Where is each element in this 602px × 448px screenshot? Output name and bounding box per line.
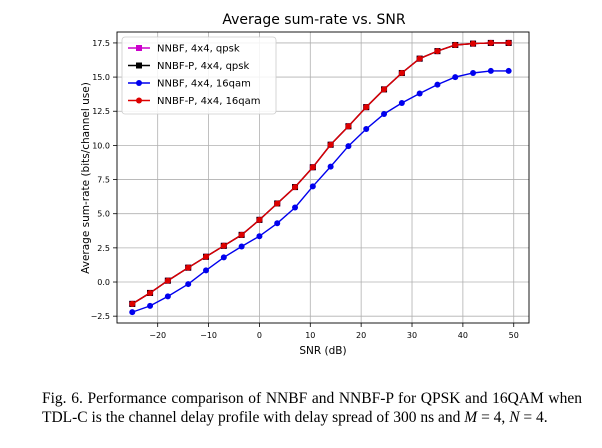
legend-label: NNBF-P, 4x4, qpsk: [157, 61, 249, 72]
legend-marker: [136, 45, 142, 51]
data-point: [238, 243, 245, 250]
series-group: [129, 39, 512, 316]
chart-title: Average sum-rate vs. SNR: [222, 12, 406, 28]
data-point: [256, 216, 263, 223]
legend-item: NNBF, 4x4, qpsk: [128, 44, 240, 55]
data-point: [487, 67, 494, 74]
data-point: [345, 143, 352, 150]
plot-frame: [116, 31, 530, 324]
legend-item: NNBF, 4x4, 16qam: [128, 79, 251, 90]
data-point: [164, 277, 171, 284]
data-point: [345, 123, 352, 130]
data-point: [164, 293, 171, 300]
data-point: [470, 69, 477, 76]
legend-label: NNBF, 4x4, 16qam: [157, 79, 251, 90]
data-point: [220, 254, 227, 261]
x-tick-label: 40: [458, 331, 468, 340]
data-point: [309, 183, 316, 190]
data-point: [256, 233, 263, 240]
grid: [117, 32, 529, 323]
y-tick-label: 7.5: [97, 176, 110, 185]
series-line: [131, 42, 509, 305]
caption-prefix: Fig. 6.: [42, 390, 83, 407]
data-point: [381, 86, 388, 93]
legend-marker: [136, 80, 142, 86]
legend-label: NNBF, 4x4, qpsk: [157, 44, 240, 55]
x-tick-label: 50: [509, 331, 519, 340]
caption-line-3b: = 4,: [477, 409, 510, 426]
legend-label: NNBF-P, 4x4, 16qam: [157, 96, 261, 107]
y-tick-label: 10.0: [92, 141, 110, 150]
legend-item: NNBF-P, 4x4, 16qam: [128, 96, 261, 107]
data-point: [505, 39, 512, 46]
data-point: [238, 231, 245, 238]
data-point: [203, 253, 210, 260]
data-point: [452, 41, 459, 48]
series-3: [129, 39, 512, 307]
data-point: [363, 126, 370, 132]
series-line: [132, 70, 509, 313]
data-point: [185, 281, 192, 288]
data-point: [505, 67, 512, 74]
x-tick-label: 10: [305, 331, 315, 340]
caption-line-2: 16QAM when TDL-C is the channel delay pr…: [42, 390, 583, 426]
data-point: [147, 289, 154, 296]
caption-var-n: N: [509, 409, 520, 426]
data-point: [416, 90, 423, 97]
legend-marker: [136, 97, 142, 104]
y-tick-label: 5.0: [97, 210, 110, 219]
data-point: [185, 264, 192, 271]
data-point: [434, 48, 441, 55]
data-point: [292, 204, 299, 211]
data-point: [363, 104, 370, 111]
caption-line-3a: ns and: [420, 409, 465, 426]
data-point: [220, 242, 227, 249]
legend-item: NNBF-P, 4x4, qpsk: [128, 61, 249, 72]
data-point: [129, 309, 136, 316]
legend-marker: [136, 62, 142, 69]
data-point: [203, 267, 210, 274]
data-point: [129, 300, 136, 307]
x-tick-label: 30: [407, 331, 417, 340]
x-tick-label: −10: [200, 331, 217, 340]
caption-line-1: Performance comparison of NNBF and NNBF-…: [87, 390, 488, 407]
data-point: [470, 40, 477, 47]
y-tick-label: 2.5: [97, 244, 110, 253]
data-point: [434, 81, 441, 88]
y-tick-label: 0.0: [97, 278, 110, 287]
figure-caption: Fig. 6. Performance comparison of NNBF a…: [42, 389, 582, 427]
data-point: [309, 164, 316, 171]
data-point: [327, 163, 334, 170]
x-axis-label: SNR (dB): [299, 345, 346, 357]
x-tick-label: 0: [257, 331, 262, 340]
x-tick-label: 20: [356, 331, 366, 340]
data-point: [292, 184, 299, 191]
data-point: [416, 55, 423, 62]
caption-line-3c: = 4.: [519, 409, 548, 426]
series-2: [129, 67, 512, 316]
data-point: [487, 39, 494, 46]
data-point: [398, 69, 405, 76]
y-tick-label: 12.5: [92, 107, 110, 116]
legend-box: [121, 36, 277, 115]
x-axis-ticks: −20 −10 0 10 20 30 40 50: [149, 323, 519, 340]
y-tick-label: 17.5: [92, 39, 110, 48]
data-point: [381, 110, 388, 117]
data-point: [327, 141, 334, 148]
chart: Average sum-rate vs. SNR −20 −10 0 10 20 30 40…: [80, 12, 530, 357]
y-tick-label: −2.5: [91, 312, 110, 321]
data-point: [452, 74, 459, 81]
legend: NNBF, 4x4, qpsk NNBF-P, 4x4, qpsk NNBF, 4x…: [121, 36, 277, 115]
y-tick-label: 15.0: [92, 73, 110, 82]
data-point: [147, 302, 154, 309]
data-point: [274, 220, 281, 227]
data-point: [274, 200, 281, 207]
y-axis-ticks: −2.5 0.0 2.5 5.0 7.5 10.0 12.5 15.0 17.5: [91, 39, 117, 321]
y-axis-label: Average sum-rate (bits/channel use): [80, 82, 92, 274]
data-point: [398, 100, 405, 107]
caption-var-m: M: [464, 409, 478, 426]
x-tick-label: −20: [149, 331, 166, 340]
